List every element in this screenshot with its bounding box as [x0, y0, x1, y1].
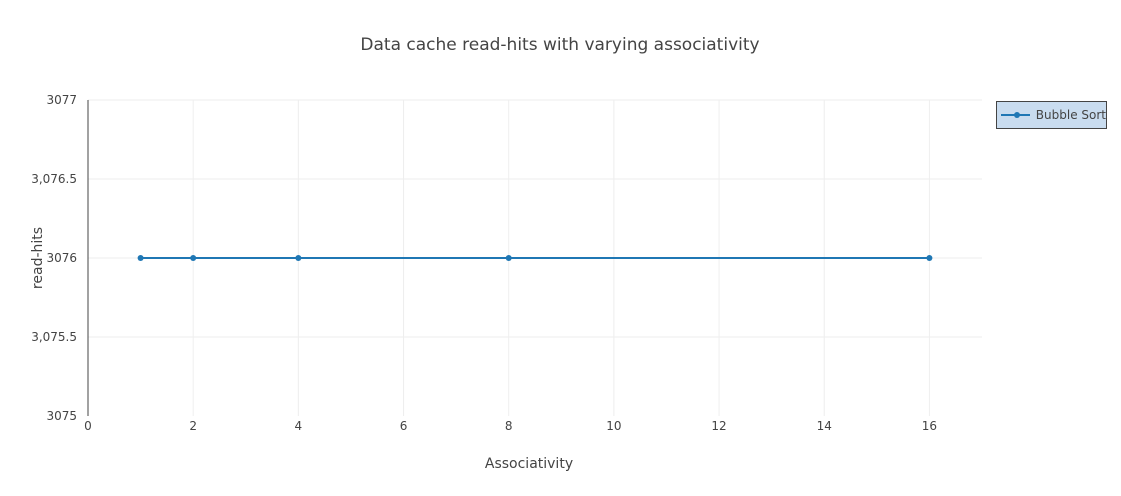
data-point[interactable]	[295, 255, 302, 261]
x-tick-label: 8	[505, 419, 513, 433]
chart-title: Data cache read-hits with varying associ…	[360, 35, 759, 55]
x-tick-label: 16	[922, 419, 937, 433]
data-point[interactable]	[505, 255, 512, 261]
y-tick-labels: 3075 3,075.5 3076 3,076.5 3077	[31, 93, 77, 423]
series-layer	[137, 255, 933, 261]
x-tick-label: 2	[189, 419, 197, 433]
y-tick-label: 3076	[46, 251, 77, 265]
y-tick-label: 3075	[46, 409, 77, 423]
legend-swatch-icon	[1001, 109, 1030, 121]
x-tick-label: 10	[606, 419, 621, 433]
legend[interactable]: Bubble Sort	[996, 101, 1107, 129]
x-tick-label: 0	[84, 419, 92, 433]
y-axis-title: read-hits	[30, 227, 46, 289]
x-tick-labels: 0 2 4 6 8 10 12 14 16	[84, 419, 937, 433]
x-tick-label: 4	[295, 419, 303, 433]
x-tick-label: 14	[817, 419, 832, 433]
x-tick-label: 6	[400, 419, 408, 433]
y-tick-label: 3,075.5	[31, 330, 77, 344]
y-tick-label: 3077	[46, 93, 77, 107]
data-point[interactable]	[190, 255, 197, 261]
data-point[interactable]	[926, 255, 933, 261]
legend-label: Bubble Sort	[1035, 108, 1106, 122]
y-tick-label: 3,076.5	[31, 172, 77, 186]
x-axis-title: Associativity	[485, 456, 573, 472]
x-tick-label: 12	[711, 419, 726, 433]
data-point[interactable]	[137, 255, 144, 261]
